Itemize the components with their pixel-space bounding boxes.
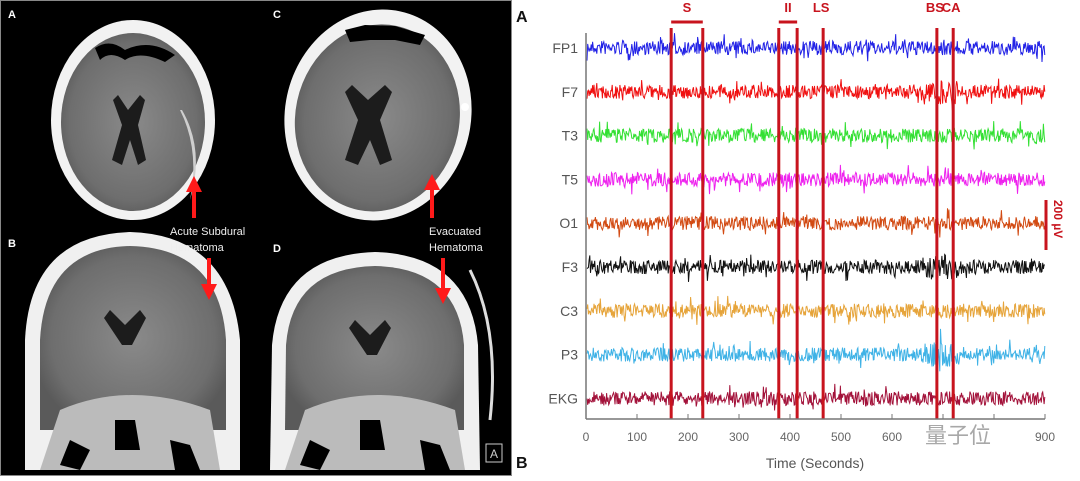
scale-bar-label: 200 µV (1051, 200, 1065, 238)
watermark: 量子位 (925, 424, 992, 449)
trace-c3 (586, 295, 1046, 325)
channel-label-ekg: EKG (548, 390, 578, 406)
annotation-evacuated-line2: Hematoma (429, 242, 484, 254)
ct-coronal-evacuated (270, 252, 494, 470)
x-tick-label: 0 (583, 430, 590, 444)
ct-label-b: B (8, 238, 16, 250)
event-label-s: S (683, 0, 692, 15)
ct-label-d: D (273, 243, 281, 255)
ct-label-a: A (8, 9, 16, 21)
x-tick-label: 500 (831, 430, 851, 444)
x-tick-label: 200 (678, 430, 698, 444)
x-tick-label: 300 (729, 430, 749, 444)
trace-o1 (586, 208, 1046, 238)
x-tick-label: 100 (627, 430, 647, 444)
event-label-bs: BS (926, 0, 944, 15)
ct-scan-figure: A C B D Acute Subdural Hematoma Evacuate… (0, 0, 512, 476)
trace-fp1 (586, 33, 1046, 63)
channel-label-t5: T5 (562, 171, 579, 187)
panel-label-a: A (516, 9, 528, 26)
x-tick-label: 400 (780, 430, 800, 444)
trace-f7 (586, 78, 1046, 111)
corner-badge-label: A (490, 447, 498, 461)
annotation-acute-line1: Acute Subdural (170, 226, 245, 238)
trace-t3 (586, 121, 1046, 150)
x-tick-label: 600 (882, 430, 902, 444)
trace-t5 (586, 164, 1046, 195)
channel-label-f3: F3 (562, 259, 579, 275)
ct-coronal-acute (25, 232, 240, 470)
event-label-ls: LS (813, 0, 830, 15)
panel-label-b: B (516, 455, 528, 472)
trace-p3 (586, 328, 1046, 372)
corner-badge (485, 443, 503, 463)
ct-axial-evacuated (284, 9, 472, 221)
channel-label-t3: T3 (562, 128, 579, 144)
x-tick-label: 900 (1035, 430, 1055, 444)
channel-label-f7: F7 (562, 84, 579, 100)
channel-label-p3: P3 (561, 347, 578, 363)
event-label-ca: CA (942, 0, 961, 15)
event-label-ii: II (784, 0, 791, 15)
x-axis-label: Time (Seconds) (766, 455, 864, 471)
channel-label-c3: C3 (560, 303, 578, 319)
trace-ekg (586, 383, 1046, 411)
channel-label-o1: O1 (559, 215, 578, 231)
channel-label-fp1: FP1 (552, 40, 578, 56)
annotation-evacuated-line1: Evacuated (429, 226, 481, 238)
annotation-acute-line2: Hematoma (170, 242, 225, 254)
ct-axial-acute (51, 20, 215, 220)
ct-label-c: C (273, 9, 281, 21)
trace-f3 (586, 253, 1045, 282)
